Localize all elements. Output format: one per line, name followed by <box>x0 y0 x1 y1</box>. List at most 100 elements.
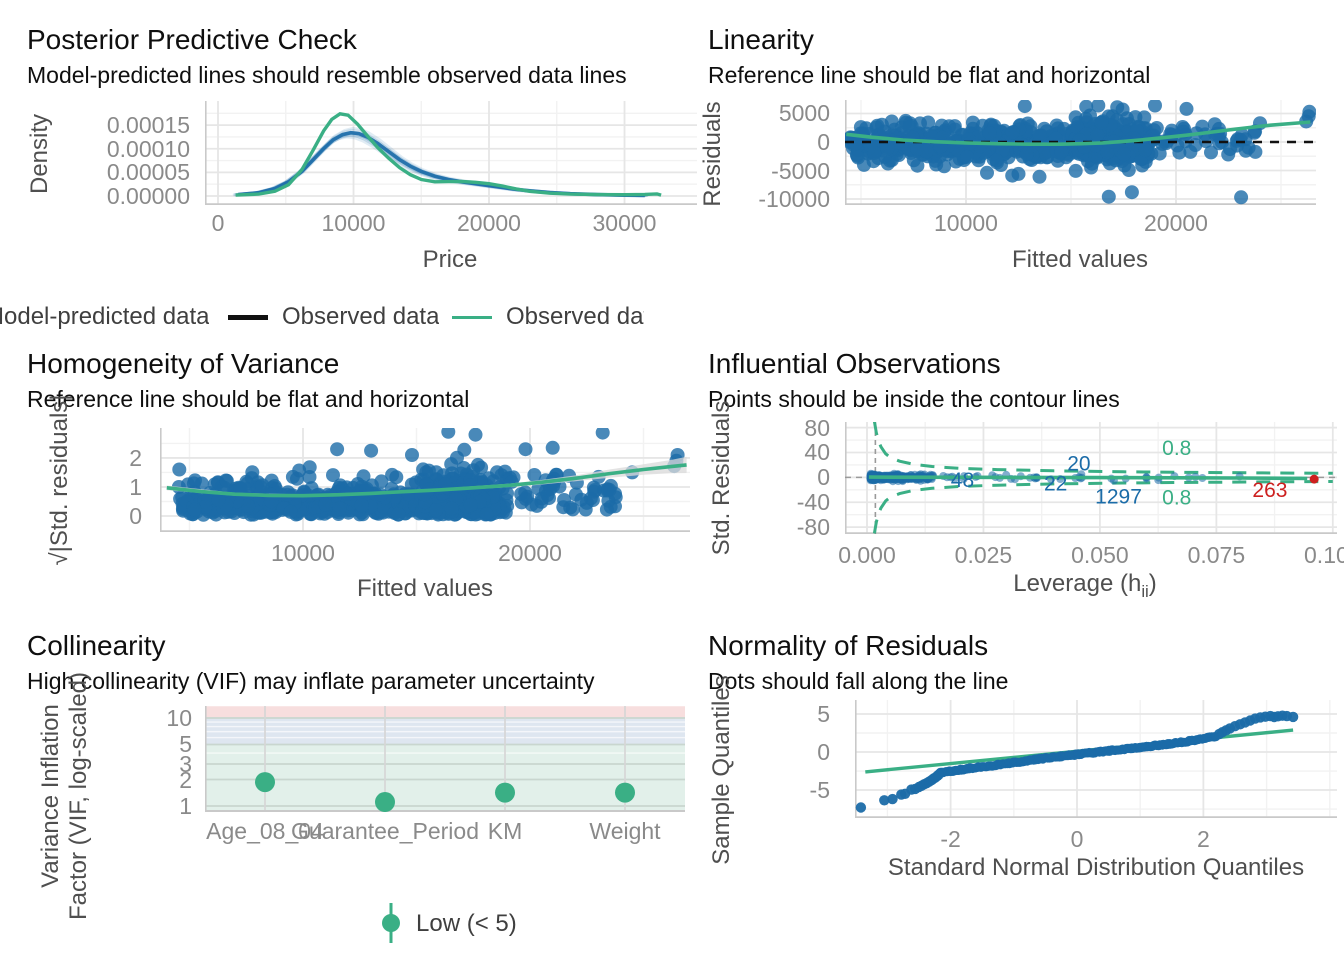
x-tick-label-Age_08_04: Age_08_04 <box>206 818 324 844</box>
left-column-clip: Posterior Predictive Check Model-predict… <box>0 24 697 943</box>
ppc-title: Posterior Predictive Check <box>27 24 357 55</box>
point-label-20: 20 <box>1067 453 1090 476</box>
y-tick-label: 5 <box>817 700 830 727</box>
y-tick-label: 0 <box>817 129 830 155</box>
normality-ylabel: Sample Quantiles <box>708 675 735 865</box>
qq-plot <box>855 700 1337 818</box>
legend-label-model-predicted: Model-predicted data <box>0 303 210 330</box>
y-tick-label: -80 <box>796 514 830 541</box>
linearity-subtitle: Reference line should be flat and horizo… <box>708 62 1151 88</box>
y-tick-label: 0.00015 <box>106 112 190 139</box>
legend-key-observed-black <box>228 315 268 320</box>
y-tick-label: 10 <box>166 705 192 731</box>
y-tick-label: 5000 <box>778 100 830 127</box>
point-label-0.8: 0.8 <box>1162 437 1191 460</box>
x-tick-label: 0 <box>1070 826 1084 852</box>
y-tick-label: 40 <box>804 439 830 466</box>
influential-subtitle: Points should be inside the contour line… <box>708 386 1120 412</box>
homogeneity-title: Homogeneity of Variance <box>27 348 340 379</box>
homogeneity-subtitle: Reference line should be flat and horizo… <box>27 386 470 412</box>
smooth-line <box>166 463 687 498</box>
vif-points <box>255 772 635 812</box>
y-tick-label: 0 <box>129 503 142 530</box>
cook-contour-upper <box>872 422 1333 475</box>
normality-subtitle: Dots should fall along the line <box>708 668 1009 694</box>
collinearity-subtitle: High collinearity (VIF) may inflate para… <box>27 668 595 694</box>
y-tick-label: 1 <box>129 473 142 500</box>
influential-xlabel: Leverage (hii) <box>1013 570 1157 601</box>
x-tick-label: 20000 <box>498 540 562 566</box>
y-tick-label: 2 <box>179 766 192 793</box>
pointrange-icon <box>382 903 400 943</box>
x-tick-label: 2 <box>1196 826 1210 852</box>
x-tick-label: 10000 <box>321 210 386 236</box>
x-tick-label: 10000 <box>934 210 998 236</box>
qq-points <box>855 710 1299 813</box>
ppc-plot <box>205 101 697 205</box>
x-tick-label: 10000 <box>271 540 335 566</box>
collinearity-legend-label: Low (< 5) <box>416 910 517 937</box>
normality-title: Normality of Residuals <box>708 630 989 661</box>
collinearity-title: Collinearity <box>27 630 166 661</box>
y-tick-label: 80 <box>804 414 830 441</box>
y-tick-label: 0.00000 <box>106 183 190 210</box>
smooth-line <box>868 475 1308 481</box>
y-tick-label: -10000 <box>758 186 830 212</box>
cook-contour-lower <box>872 480 1333 534</box>
point-label-48: 48 <box>951 469 974 492</box>
x-tick-label: 0.100 <box>1304 542 1344 568</box>
x-tick-label: 0.000 <box>838 542 896 568</box>
y-tick-label: 1 <box>179 793 192 819</box>
x-tick-label: 0.025 <box>954 542 1013 568</box>
vif-band <box>205 744 685 812</box>
ppc-ylabel: Density <box>26 113 53 195</box>
collinearity-plot <box>205 706 685 812</box>
influential-point-263 <box>1309 474 1319 484</box>
linearity-plot <box>845 100 1316 205</box>
residual-points <box>845 100 1316 205</box>
y-tick-label: 0 <box>817 464 830 491</box>
legend-key-observed-green <box>452 316 492 319</box>
legend-label-observed-black: Observed data <box>282 303 440 330</box>
y-tick-label: 0.00010 <box>106 135 190 162</box>
y-tick-label: 0.00005 <box>106 159 190 186</box>
x-tick-label: 20000 <box>1144 210 1208 236</box>
linearity-xlabel: Fitted values <box>1011 246 1149 273</box>
x-tick-label-Weight: Weight <box>589 818 661 844</box>
y-tick-label: 0 <box>817 739 830 765</box>
x-tick-label: 0.050 <box>1071 542 1129 568</box>
legend-label-observed-green: Observed data <box>506 303 644 330</box>
influential-title: Influential Observations <box>708 348 1001 379</box>
point-label-0.8: 0.8 <box>1162 486 1191 509</box>
ppc-xlabel: Price <box>422 246 478 273</box>
x-tick-label: 0 <box>211 210 225 236</box>
normality-xlabel: Standard Normal Distribution Quantiles <box>887 854 1305 881</box>
point-label-1297: 1297 <box>1095 486 1142 509</box>
point-label-22: 22 <box>1044 473 1067 496</box>
x-tick-label-KM: KM <box>487 818 523 844</box>
x-tick-label-Guarantee_Period: Guarantee_Period <box>291 818 479 844</box>
collinearity-ylabel: Variance Inflation Factor (VIF, log-scal… <box>37 671 92 921</box>
vif-band <box>205 706 685 718</box>
linearity-title: Linearity <box>708 24 814 55</box>
y-tick-label: -5000 <box>771 157 830 184</box>
observed-line <box>235 112 662 197</box>
y-tick-label: 2 <box>129 444 142 471</box>
ppc-subtitle: Model-predicted lines should resemble ob… <box>27 62 627 88</box>
predicted-line-bundle <box>232 126 649 198</box>
x-tick-label: 30000 <box>592 210 657 236</box>
homogeneity-plot <box>160 428 690 532</box>
x-tick-label: -2 <box>940 826 961 852</box>
std-residual-points <box>171 428 685 522</box>
homogeneity-xlabel: Fitted values <box>356 575 494 602</box>
y-tick-label: -40 <box>796 489 830 516</box>
smooth-line <box>846 120 1311 146</box>
y-tick-label: 3 <box>179 751 192 777</box>
y-tick-label: -5 <box>809 777 830 804</box>
x-tick-label: 0.075 <box>1187 542 1246 568</box>
y-tick-label: 5 <box>179 731 192 758</box>
x-tick-label: 20000 <box>457 210 521 236</box>
point-label-263: 263 <box>1252 479 1287 502</box>
